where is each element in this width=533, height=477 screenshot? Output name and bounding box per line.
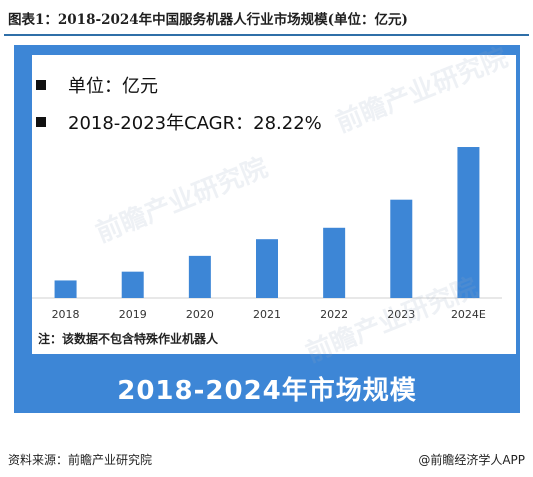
cagr-label: 2018-2023年CAGR：28.22%: [68, 113, 322, 134]
bar-2019: [121, 271, 144, 298]
bar-chart: 2018 2019 2020 2021 2022 2023 2024E: [32, 147, 502, 321]
title-divider: [4, 34, 529, 36]
x-tick-label: 2024E: [451, 308, 486, 321]
source-footer: 资料来源：前瞻产业研究院: [8, 453, 153, 467]
bar-2022: [323, 227, 346, 298]
square-bullet-icon: [36, 117, 46, 127]
bar-2018: [54, 280, 77, 298]
x-tick-label: 2020: [186, 308, 214, 321]
unit-legend: 单位：亿元: [36, 72, 158, 98]
cagr-legend: 2018-2023年CAGR：28.22%: [36, 109, 322, 135]
chart-banner: 2018-2024年市场规模: [117, 375, 417, 406]
x-tick-label: 2022: [320, 308, 348, 321]
bar-2024E: [457, 147, 480, 298]
x-tick-label: 2019: [119, 308, 147, 321]
square-bullet-icon: [36, 80, 46, 90]
bar-2023: [390, 199, 413, 298]
x-tick-label: 2023: [387, 308, 415, 321]
chart-note: 注：该数据不包含特殊作业机器人: [38, 332, 219, 346]
bar-2021: [256, 239, 278, 298]
unit-label: 单位：亿元: [68, 76, 158, 97]
brand-footer: @前瞻经济学人APP: [418, 453, 525, 467]
x-tick-label: 2021: [253, 308, 281, 321]
chart-panel: [32, 55, 516, 354]
chart-card: 2018-2024年市场规模: [14, 45, 520, 413]
bar-2020: [188, 255, 211, 298]
x-tick-label: 2018: [52, 308, 80, 321]
page-title: 图表1：2018-2024年中国服务机器人行业市场规模(单位：亿元): [8, 12, 408, 28]
